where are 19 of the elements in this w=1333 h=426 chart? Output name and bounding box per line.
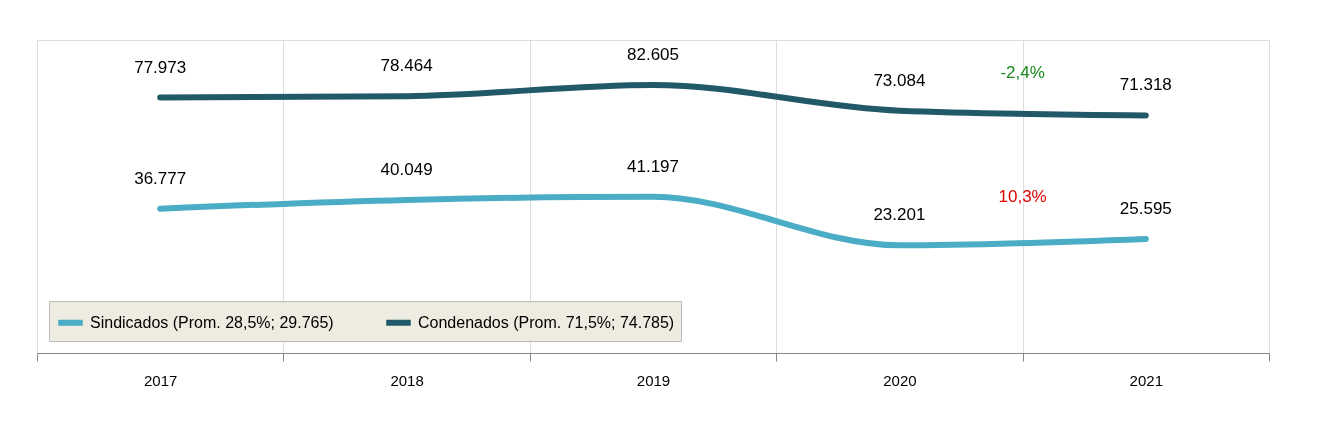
data-label: 40.049 [380,159,433,179]
data-label: 41.197 [627,156,679,176]
x-tick-label: 2019 [636,371,671,389]
x-tick-label: 2018 [390,371,424,389]
x-tick-label: 2020 [883,371,917,389]
data-label: 71.318 [1119,75,1172,95]
x-tick-label: 2017 [144,371,178,389]
legend-label: Sindicados (Prom. 28,5%; 29.765) [90,313,334,331]
data-label: 36.777 [134,168,187,188]
data-label: 23.201 [873,205,926,225]
annotation: 10,3% [998,186,1047,206]
legend-label: Condenados (Prom. 71,5%; 74.785) [418,313,675,331]
data-label: 77.973 [134,57,187,77]
data-label: 78.464 [380,56,433,76]
data-label: 82.605 [627,45,679,64]
x-tick-label: 2021 [1129,371,1163,389]
data-label: 25.595 [1119,198,1172,218]
text: -2,4% [1000,63,1045,83]
data-label: 73.084 [873,70,926,90]
